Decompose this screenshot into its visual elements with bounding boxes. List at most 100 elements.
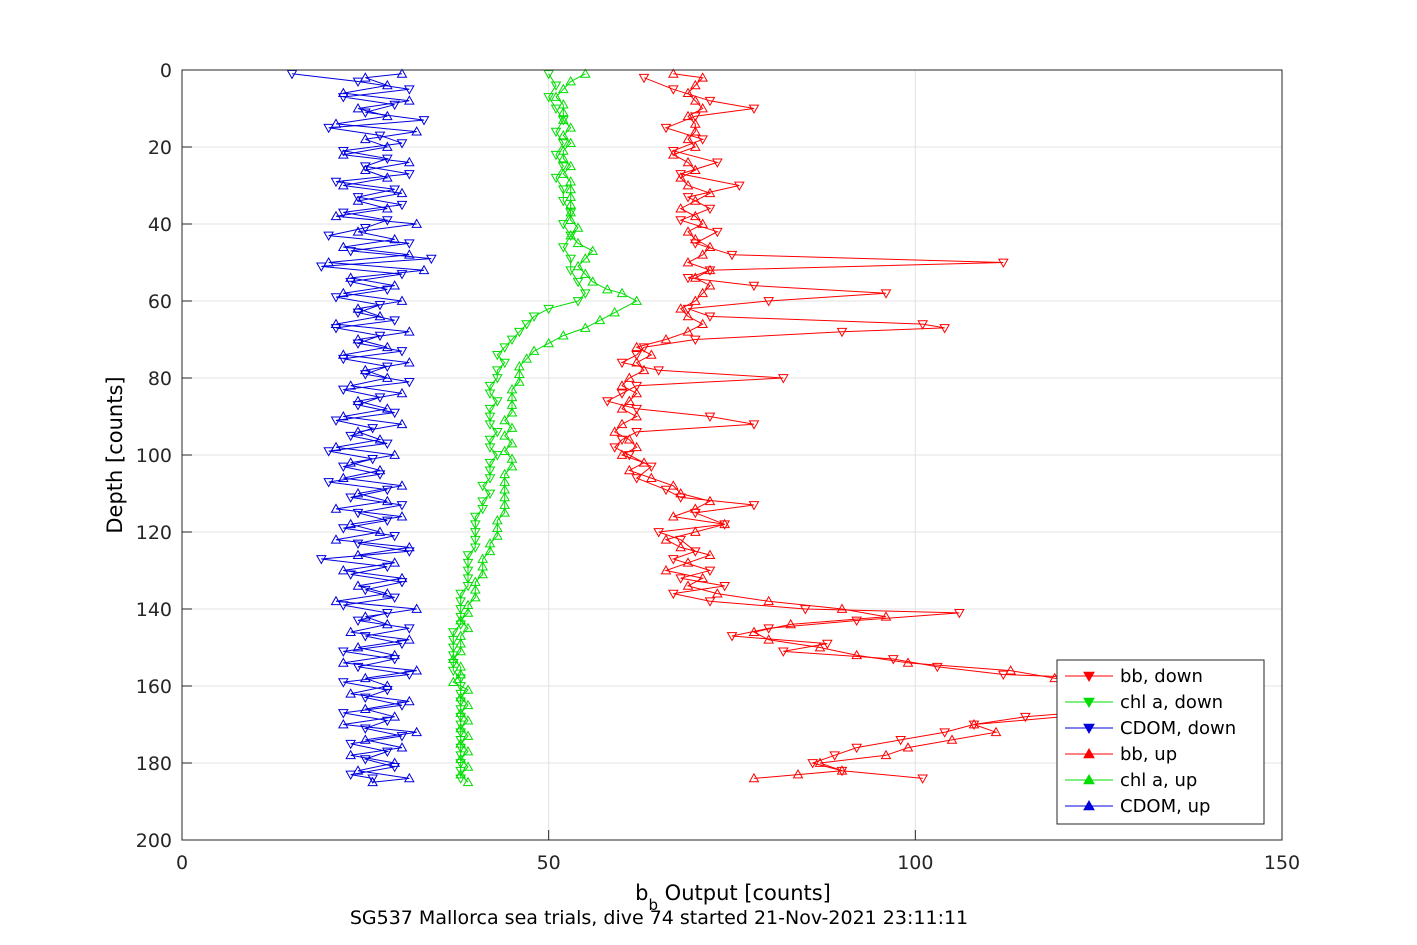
data-point xyxy=(455,722,467,733)
data-point xyxy=(337,657,349,667)
data-point xyxy=(411,126,423,136)
y-tick-label: 40 xyxy=(148,214,172,236)
data-point xyxy=(513,360,525,371)
data-point xyxy=(396,701,408,711)
data-point xyxy=(697,287,709,298)
data-point xyxy=(785,618,797,629)
data-point xyxy=(968,718,980,729)
data-point xyxy=(337,678,349,688)
data-point xyxy=(631,381,643,392)
data-point xyxy=(455,751,467,761)
data-point xyxy=(682,580,694,590)
data-point xyxy=(939,728,951,738)
data-point xyxy=(689,195,701,205)
data-point xyxy=(396,347,408,357)
data-point xyxy=(704,241,716,251)
data-point xyxy=(389,280,401,290)
data-point xyxy=(557,153,569,163)
data-point xyxy=(689,164,701,174)
data-point xyxy=(572,297,584,307)
data-point xyxy=(792,769,804,779)
data-point xyxy=(777,647,789,657)
data-point xyxy=(579,68,591,78)
data-point xyxy=(748,281,760,292)
data-point xyxy=(403,170,415,180)
data-point xyxy=(337,87,349,97)
legend-marker xyxy=(1083,773,1095,785)
data-point xyxy=(477,553,489,563)
data-point xyxy=(462,715,474,725)
data-point xyxy=(726,250,738,261)
data-point xyxy=(565,254,577,265)
data-point xyxy=(389,557,401,567)
data-point xyxy=(748,772,760,783)
data-point xyxy=(337,146,349,157)
data-point xyxy=(807,759,819,769)
data-point xyxy=(631,357,643,367)
data-point xyxy=(469,535,481,546)
data-point xyxy=(616,403,628,413)
data-point xyxy=(667,85,679,95)
data-point xyxy=(689,503,701,513)
data-point xyxy=(337,179,349,190)
data-point xyxy=(352,641,364,652)
data-point xyxy=(381,516,393,526)
data-point xyxy=(704,412,716,423)
data-point xyxy=(565,176,577,186)
data-point xyxy=(455,645,467,656)
data-point xyxy=(455,720,467,731)
data-point xyxy=(499,468,511,479)
data-point xyxy=(631,474,643,484)
y-tick-label: 120 xyxy=(136,522,172,544)
data-point xyxy=(550,150,562,161)
data-point xyxy=(469,528,481,538)
data-point xyxy=(484,435,496,446)
data-point xyxy=(557,220,569,230)
data-point xyxy=(660,534,672,544)
data-point xyxy=(352,426,364,436)
data-point xyxy=(411,665,423,675)
legend-entry: chl a, up xyxy=(1120,770,1197,791)
data-point xyxy=(403,695,415,706)
data-point xyxy=(631,295,643,305)
data-point xyxy=(330,177,342,188)
series-5 xyxy=(447,68,643,787)
data-point xyxy=(506,399,518,409)
data-point xyxy=(345,688,357,698)
data-point xyxy=(462,599,474,610)
data-point xyxy=(601,397,613,407)
data-point xyxy=(565,122,577,132)
data-point xyxy=(491,374,503,384)
data-point xyxy=(484,389,496,399)
data-point xyxy=(506,437,518,448)
data-point xyxy=(616,389,628,399)
data-point xyxy=(697,72,709,82)
data-point xyxy=(345,380,357,390)
data-point xyxy=(345,739,357,750)
data-point xyxy=(895,736,907,746)
data-point xyxy=(704,187,716,198)
data-point xyxy=(499,445,511,456)
data-point xyxy=(455,692,467,702)
data-point xyxy=(359,164,371,174)
x-axis-label: bb Output [counts] xyxy=(635,881,831,914)
data-point xyxy=(499,343,511,353)
data-point xyxy=(623,464,635,475)
data-point xyxy=(396,742,408,752)
data-point xyxy=(667,589,679,600)
data-point xyxy=(704,96,716,107)
data-point xyxy=(330,503,342,513)
data-point xyxy=(359,108,371,118)
data-point xyxy=(447,651,459,661)
data-point xyxy=(623,434,635,444)
data-point xyxy=(396,187,408,198)
data-point xyxy=(763,297,775,307)
x-tick-label: 150 xyxy=(1264,852,1300,874)
data-point xyxy=(330,318,342,328)
data-point xyxy=(403,85,415,95)
data-point xyxy=(484,381,496,392)
data-point xyxy=(953,608,965,619)
data-point xyxy=(711,588,723,598)
data-point xyxy=(389,185,401,195)
data-point xyxy=(381,141,393,151)
